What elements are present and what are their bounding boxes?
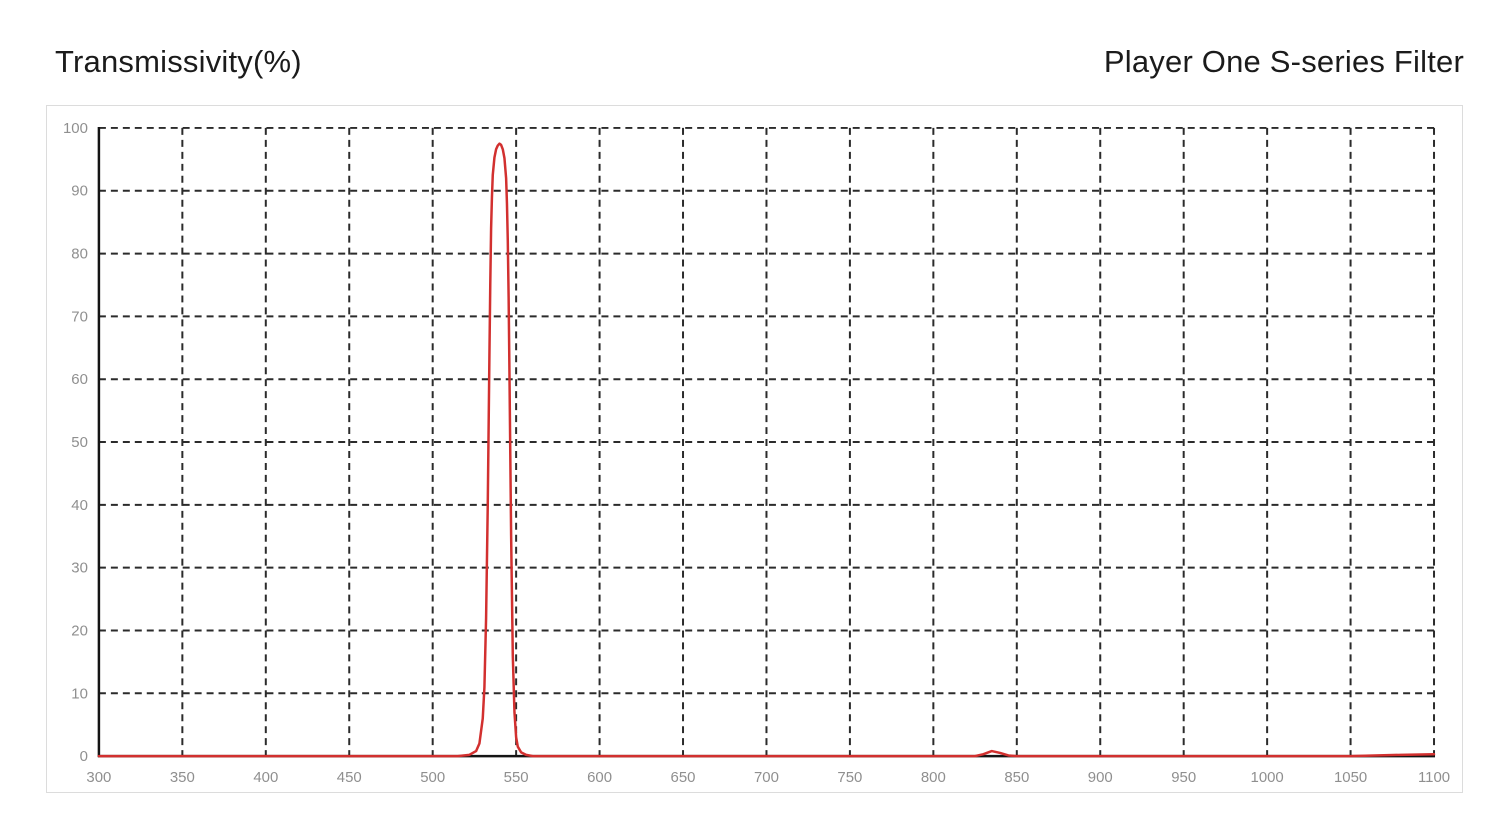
x-axis-labels: 300 350 400 450 500 550 600 650 700 750 800 850 900 9… [86,769,1450,786]
x-tick-label: 1100 [1418,769,1450,786]
y-tick-label: 80 [71,246,88,263]
x-tick-label: 300 [86,769,111,786]
y-axis-labels: 0 10 20 30 40 50 60 70 80 90 100 [63,120,88,765]
y-tick-label: 100 [63,120,88,137]
x-tick-label: 900 [1088,769,1113,786]
transmission-curve [97,142,1436,758]
x-tick-label: 650 [671,769,696,786]
y-axis-title: Transmissivity(%) [55,44,302,79]
x-tick-label: 550 [504,769,529,786]
chart-title: Player One S-series Filter [1103,44,1464,79]
x-tick-label: 700 [754,769,779,786]
x-tick-label: 850 [1004,769,1029,786]
x-tick-label: 1000 [1251,769,1284,786]
y-tick-label: 70 [71,308,88,325]
y-tick-label: 30 [71,560,88,577]
x-tick-label: 500 [420,769,445,786]
x-tick-label: 1050 [1334,769,1367,786]
y-tick-label: 50 [71,434,88,451]
x-tick-label: 750 [837,769,862,786]
x-tick-label: 450 [337,769,362,786]
chart-area: 0 10 20 30 40 50 60 70 80 90 100 300 350 400 450 500 55… [46,105,1463,793]
x-tick-label: 400 [253,769,278,786]
x-tick-label: 350 [170,769,195,786]
grid-lines [98,126,1436,757]
chart-svg: 0 10 20 30 40 50 60 70 80 90 100 300 350 400 450 500 55… [63,120,1450,786]
y-tick-label: 10 [71,685,88,702]
y-tick-label: 60 [71,371,88,388]
x-tick-label: 950 [1171,769,1196,786]
series-line [97,142,1436,758]
y-tick-label: 40 [71,497,88,514]
y-tick-label: 0 [80,748,88,765]
y-tick-label: 90 [71,183,88,200]
x-tick-label: 600 [587,769,612,786]
x-tick-label: 800 [921,769,946,786]
y-tick-label: 20 [71,622,88,639]
